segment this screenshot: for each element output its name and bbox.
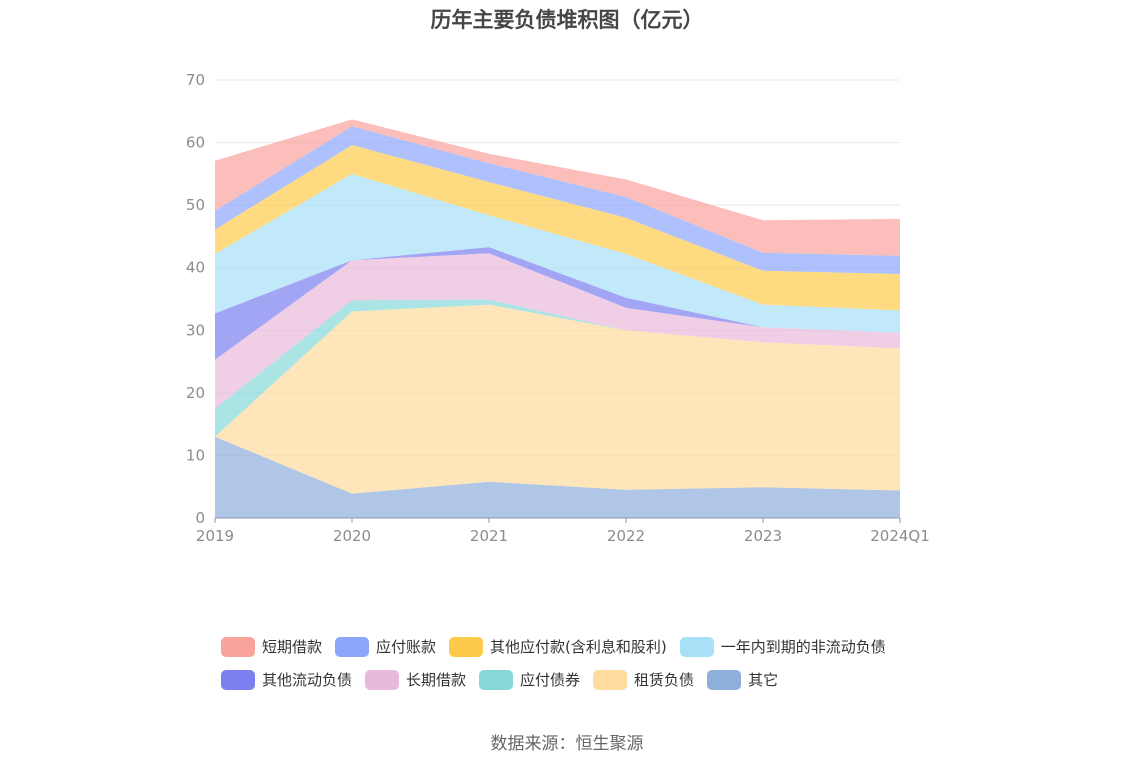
legend-swatch xyxy=(679,636,714,657)
axes: 0 10 20 30 40 50 60 70 2019 2020 2021 2022 2023 2024Q… xyxy=(186,71,930,545)
x-tick-label: 2023 xyxy=(744,527,782,545)
legend-label: 其它 xyxy=(748,671,779,689)
area-series-0[interactable] xyxy=(215,436,900,518)
legend-swatch xyxy=(479,669,514,690)
stacked-area-chart: 0 10 20 30 40 50 60 70 2019 2020 2021 2022 2023 2024Q… xyxy=(186,71,930,545)
x-tick-label: 2019 xyxy=(196,527,234,545)
data-source-note: 数据来源：恒生聚源 xyxy=(490,734,644,754)
y-tick-label: 0 xyxy=(195,509,205,527)
legend-label: 短期借款 xyxy=(262,638,323,656)
y-tick-label: 40 xyxy=(186,259,205,277)
legend-swatch xyxy=(335,636,370,657)
area-series-6[interactable] xyxy=(215,145,900,311)
x-tick-label: 2021 xyxy=(470,527,508,545)
y-tick-label: 10 xyxy=(186,446,205,464)
y-tick-label: 50 xyxy=(186,196,205,214)
legend-item-accounts-payable[interactable]: 应付账款 xyxy=(335,636,436,657)
legend-item-lease-liabilities[interactable]: 租赁负债 xyxy=(593,669,694,690)
legend-item-other-current-liabilities[interactable]: 其他流动负债 xyxy=(221,669,352,690)
legend-swatch xyxy=(449,636,484,657)
legend-label: 一年内到期的非流动负债 xyxy=(720,638,886,656)
legend-item-short-term-loans[interactable]: 短期借款 xyxy=(221,636,322,657)
legend-label: 长期借款 xyxy=(406,671,467,689)
area-series-8[interactable] xyxy=(215,119,900,256)
chart-title: 历年主要负债堆积图（亿元） xyxy=(430,8,704,32)
y-tick-label: 30 xyxy=(186,321,205,339)
legend-swatch xyxy=(221,669,255,690)
x-tick-label: 2022 xyxy=(607,527,645,545)
y-tick-label: 20 xyxy=(186,384,205,402)
area-series-7[interactable] xyxy=(215,126,900,274)
legend-label: 应付账款 xyxy=(376,638,437,656)
area-series-1[interactable] xyxy=(215,304,900,494)
y-tick-label: 60 xyxy=(186,134,205,152)
legend-label: 租赁负债 xyxy=(634,671,695,689)
legend-item-other-payables[interactable]: 其他应付款(含利息和股利) xyxy=(449,636,667,657)
legend-row-1: 短期借款 应付账款 其他应付款(含利息和股利) 一年内到期的非流动负债 xyxy=(221,630,941,663)
legend-swatch xyxy=(221,636,255,657)
x-tick-label: 2020 xyxy=(333,527,371,545)
legend-item-others[interactable]: 其它 xyxy=(707,669,778,690)
area-series-3[interactable] xyxy=(215,253,900,409)
legend-label: 其他流动负债 xyxy=(262,671,353,689)
legend-swatch xyxy=(593,669,628,690)
legend-label: 应付债券 xyxy=(520,671,581,689)
legend: 短期借款 应付账款 其他应付款(含利息和股利) 一年内到期的非流动负债 其他流动… xyxy=(221,630,941,696)
area-series xyxy=(215,119,900,518)
legend-row-2: 其他流动负债 长期借款 应付债券 租赁负债 其它 xyxy=(221,663,941,696)
area-series-5[interactable] xyxy=(215,173,900,333)
legend-swatch xyxy=(707,669,742,690)
legend-item-long-term-loans[interactable]: 长期借款 xyxy=(365,669,466,690)
legend-item-bonds-payable[interactable]: 应付债券 xyxy=(479,669,580,690)
legend-swatch xyxy=(365,669,400,690)
legend-label: 其他应付款(含利息和股利) xyxy=(490,638,667,656)
x-tick-label: 2024Q1 xyxy=(870,527,930,545)
y-tick-label: 70 xyxy=(186,71,205,89)
legend-item-current-portion-noncurrent[interactable]: 一年内到期的非流动负债 xyxy=(679,636,886,657)
